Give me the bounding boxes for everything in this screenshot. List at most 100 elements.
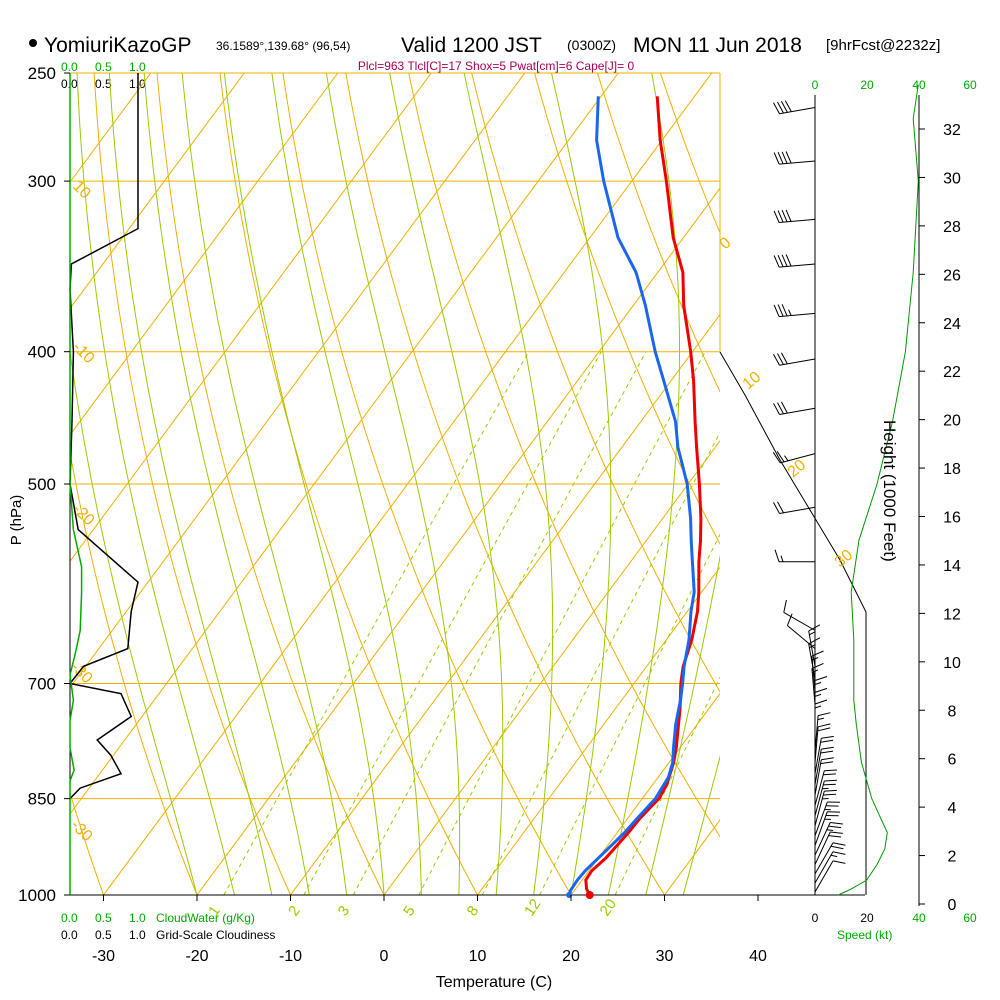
pressure-tick-label: 500 [28, 475, 56, 494]
wind-barb-full-flag [780, 352, 788, 365]
wind-barb-half-flag [817, 717, 825, 721]
mixing-ratio-label: 2 [285, 903, 304, 920]
dewpoint-trace [567, 96, 696, 896]
cloudiness-bottom-scale: 0.0 0.5 1.0 Grid-Scale Cloudiness [61, 928, 275, 942]
moist-adiabat-line [76, 73, 235, 895]
wind-barb-full-flag [824, 779, 837, 782]
dry-adiabat-line [345, 73, 665, 895]
wind-barb-half-flag [780, 555, 784, 562]
dry-adiabat-lines [0, 0, 1000, 895]
dry-adiabat-line [282, 73, 572, 895]
wind-barb-staff [787, 625, 816, 650]
wind-barb-full-flag [777, 152, 784, 164]
hodograph-outline [719, 351, 867, 895]
height-tick-label: 30 [943, 170, 961, 187]
dry-adiabat-line [534, 73, 720, 545]
wind-barb-full-flag [785, 151, 792, 164]
mixing-ratio-label: 12 [521, 896, 544, 919]
station-bullet-icon [29, 39, 37, 47]
valid-date: MON 11 Jun 2018 [633, 34, 802, 57]
wind-barb-full-flag [808, 637, 821, 645]
wind-barb-full-flag [773, 502, 780, 514]
wind-barb-half-flag [814, 705, 822, 709]
wind-speed-profile [838, 84, 919, 896]
wind-barb-full-flag [820, 761, 834, 765]
temperature-tick-label: 10 [469, 948, 487, 965]
wind-barb-staff [814, 851, 834, 884]
wind-barb-full-flag [832, 851, 846, 855]
wind-barb-half-flag [809, 631, 816, 636]
dry-adiabat-line [70, 449, 198, 895]
wind-barb-full-flag [811, 662, 824, 669]
wind-barb-staff [779, 107, 816, 115]
wind-barb-staff [814, 770, 825, 806]
wind-barb-full-flag [772, 452, 781, 464]
isotherm-line [477, 566, 720, 895]
temperature-axis-ticks: -30 -20 -10 0 10 20 30 40 [92, 895, 767, 965]
wind-barb-full-flag [777, 255, 784, 267]
cloudiness-axis-label: Grid-Scale Cloudiness [156, 928, 275, 942]
wind-barb-full-flag [817, 712, 831, 717]
temperature-tick-label: 30 [656, 948, 674, 965]
moist-adiabat-line [389, 73, 504, 895]
speed-bottom-scale: 0 20 40 60 [812, 911, 977, 925]
mixing-ratio-label: 3 [335, 903, 354, 920]
wind-barb-full-flag [773, 255, 780, 268]
wind-barb-full-flag [823, 773, 836, 776]
mixing-ratio-label: 8 [464, 903, 483, 920]
moist-adiabat-lines [70, 73, 720, 895]
wind-barb-full-flag [821, 746, 834, 750]
cloud-water-axis-label: CloudWater (g/Kg) [156, 911, 255, 925]
dry-adiabat-line [964, 0, 1000, 895]
temperature-trace [584, 96, 703, 896]
mixing-ratio-line [352, 351, 647, 895]
wind-barb-half-flag [812, 657, 819, 661]
isotherm-line [70, 73, 339, 436]
wind-barb-full-flag [832, 860, 846, 864]
temperature-tick-label: -30 [92, 948, 115, 965]
wind-barb-staff [814, 831, 831, 865]
wind-barb-staff [779, 263, 816, 268]
isotherm-line [70, 73, 245, 310]
wind-barb-full-flag [824, 789, 837, 792]
dry-adiabat-line [93, 73, 291, 895]
speed-tick: 0 [812, 78, 819, 92]
height-tick-label: 16 [943, 510, 961, 527]
wind-barb-full-flag [773, 353, 780, 366]
wind-barb-half-flag [809, 644, 816, 649]
mixing-ratio-label: 20 [597, 896, 620, 919]
wind-barb-full-flag [811, 650, 824, 657]
moist-adiabat-line [551, 73, 612, 895]
speed-tick: 40 [912, 911, 926, 925]
cloud-water-top-tick: 1.0 [129, 60, 146, 74]
height-tick-label: 0 [948, 897, 957, 914]
wind-barb-full-flag [817, 727, 831, 732]
height-tick-label: 12 [943, 606, 961, 623]
height-tick-label: 14 [943, 558, 961, 575]
height-tick-label: 18 [943, 461, 961, 478]
wind-barb-staff [814, 749, 822, 785]
height-tick-label: 26 [943, 267, 961, 284]
wind-barb-staff [779, 312, 816, 318]
dry-adiabat-line [746, 0, 1000, 895]
wind-barb-full-flag [820, 739, 834, 743]
cloud-water-bottom-tick: 0.5 [95, 911, 112, 925]
height-tick-label: 22 [943, 364, 961, 381]
dry-adiabat-line [0, 0, 10, 895]
wind-barb-staff [814, 738, 822, 774]
moist-adiabat-line [181, 73, 348, 895]
wind-barb-full-flag [823, 793, 836, 796]
wind-barb-full-flag [777, 101, 784, 114]
wind-barb-full-flag [817, 723, 831, 728]
wind-barb-staff [814, 780, 825, 816]
height-tick-label: 4 [948, 800, 957, 817]
wind-barb-half-flag [826, 829, 834, 831]
temperature-tick-label: -20 [185, 948, 208, 965]
wind-barb-staff [814, 790, 825, 827]
height-tick-label: 32 [943, 122, 961, 139]
cloudiness-bottom-tick: 0.0 [61, 928, 78, 942]
valid-zulu: (0300Z) [567, 37, 616, 53]
wind-barb-staff [779, 218, 816, 223]
moist-adiabat-line [645, 554, 720, 895]
mixing-ratio-line [303, 351, 602, 895]
